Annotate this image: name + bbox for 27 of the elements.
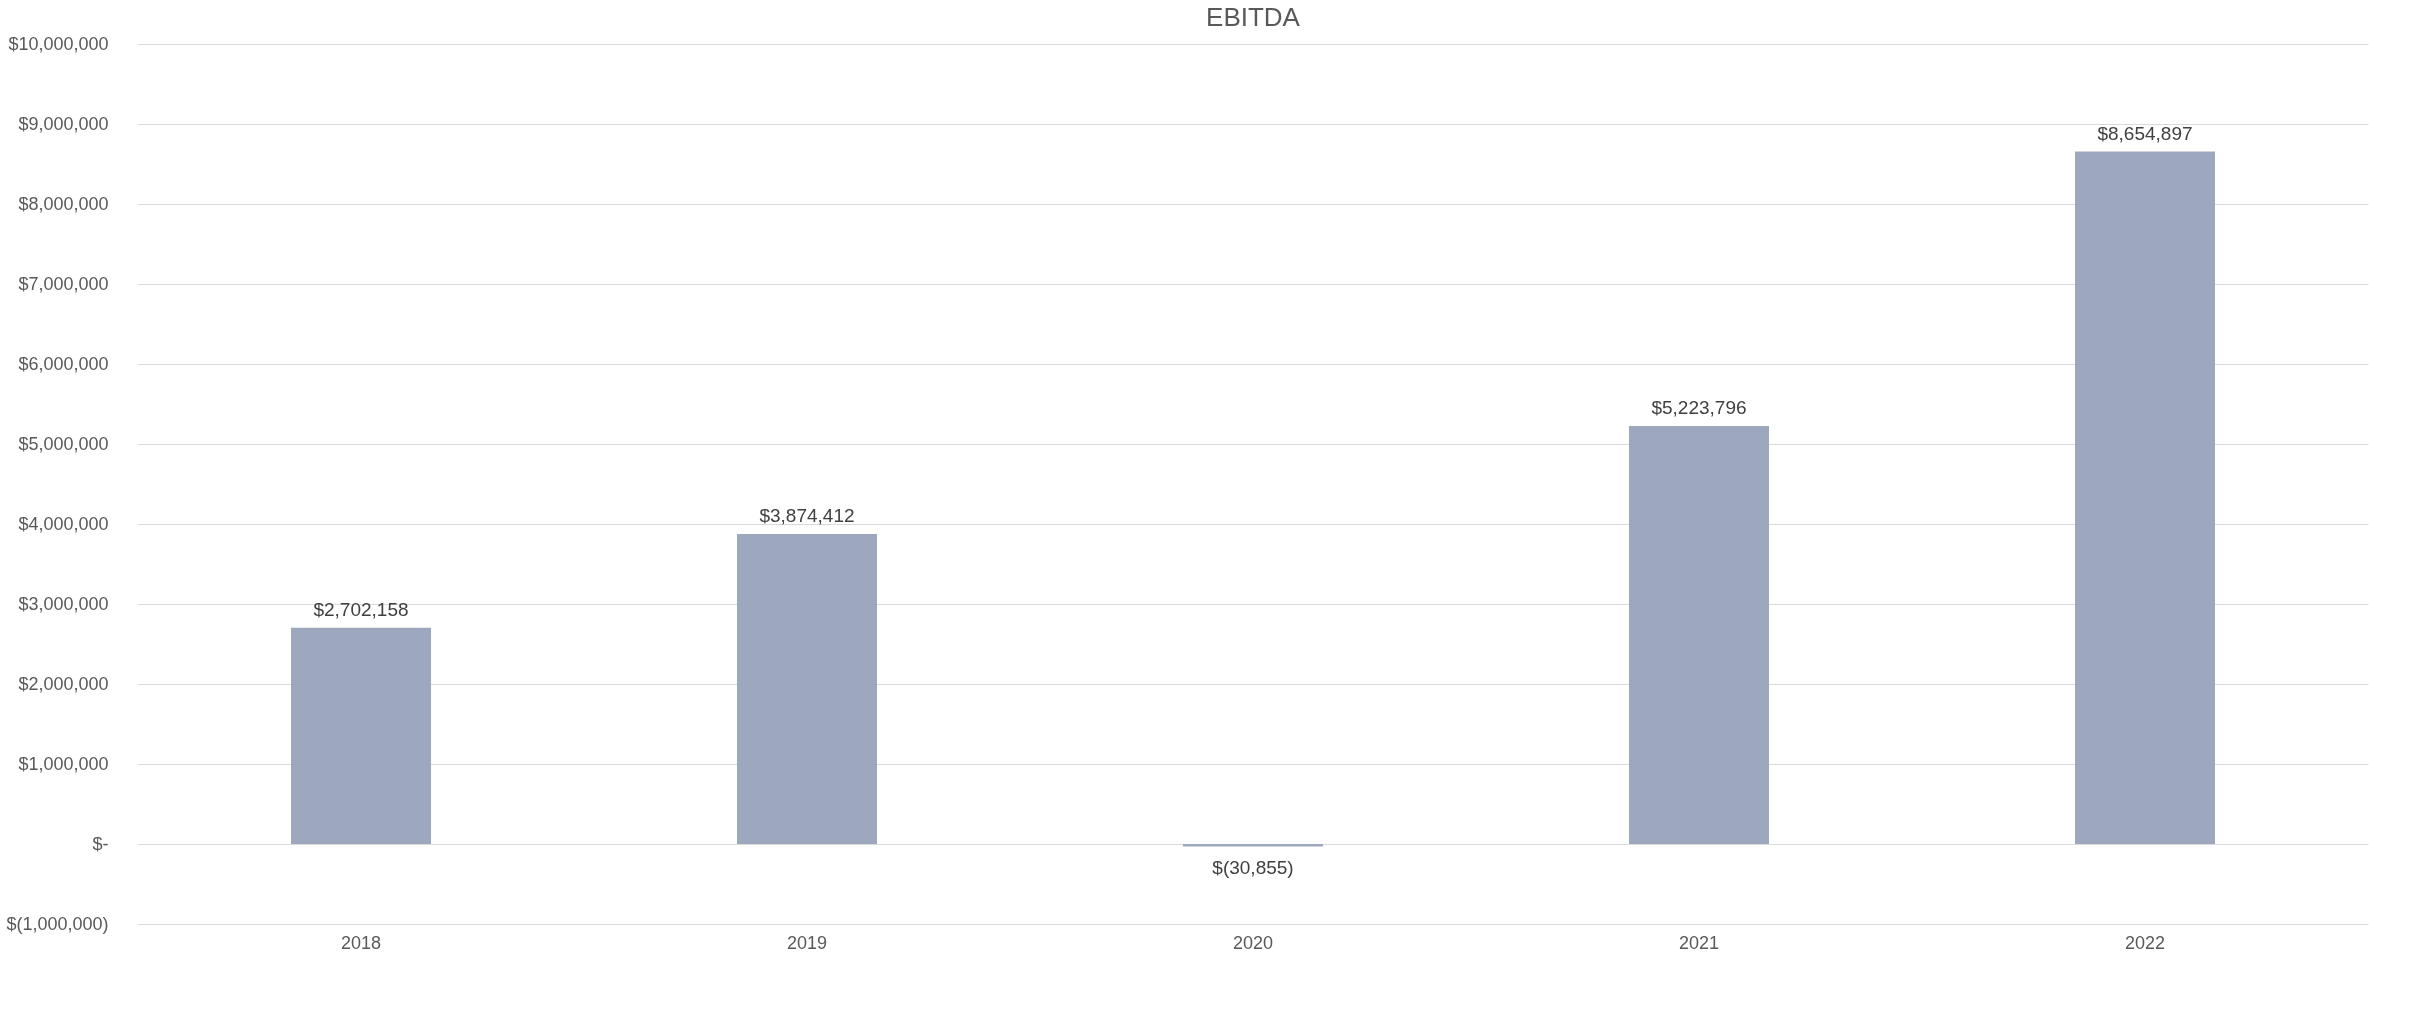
y-tick-label: $4,000,000 [18, 513, 109, 534]
y-tick-label: $10,000,000 [8, 33, 109, 54]
y-tick-label: $1,000,000 [18, 753, 109, 774]
y-tick-label: $6,000,000 [18, 353, 109, 374]
data-label: $5,223,796 [1651, 397, 1747, 419]
x-tick-label: 2020 [1232, 932, 1274, 953]
y-tick-label: $3,000,000 [18, 593, 109, 614]
x-tick-label: 2021 [1678, 932, 1720, 953]
x-tick-label: 2018 [340, 932, 382, 953]
bar [737, 534, 877, 844]
y-tick-label: $2,000,000 [18, 673, 109, 694]
data-label: $(30,855) [1212, 857, 1294, 879]
x-tick-label: 2022 [2124, 932, 2166, 953]
chart-title: EBITDA [1206, 2, 1301, 32]
bar [2075, 151, 2215, 844]
y-tick-label: $- [92, 833, 109, 854]
data-label: $2,702,158 [313, 598, 409, 620]
data-label: $8,654,897 [2097, 122, 2193, 144]
y-tick-label: $(1,000,000) [6, 913, 109, 934]
data-label: $3,874,412 [759, 505, 855, 527]
y-tick-label: $9,000,000 [18, 113, 109, 134]
x-tick-label: 2019 [786, 932, 828, 953]
bar [291, 627, 431, 844]
y-tick-label: $7,000,000 [18, 273, 109, 294]
bar [1629, 426, 1769, 844]
y-tick-label: $8,000,000 [18, 193, 109, 214]
y-tick-label: $5,000,000 [18, 433, 109, 454]
